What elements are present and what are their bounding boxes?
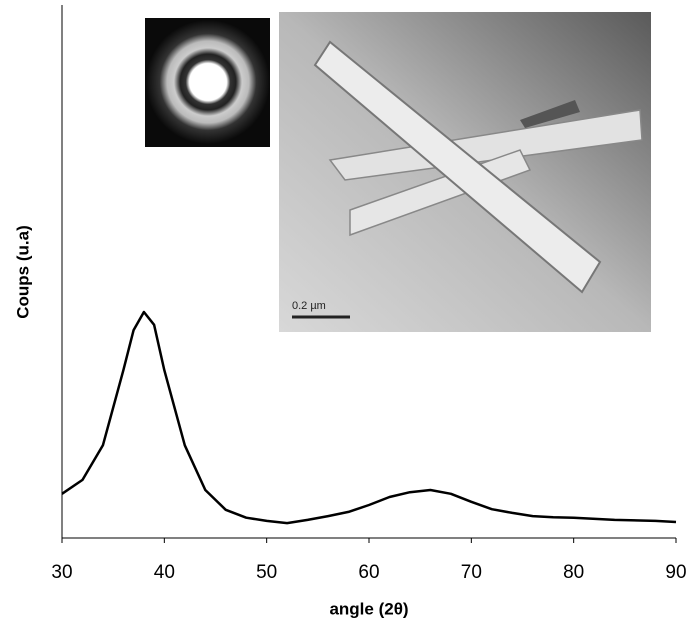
y-axis-label: Coups (u.a): [13, 225, 32, 319]
x-tick-label: 80: [563, 562, 584, 583]
x-tick-label: 90: [665, 562, 686, 583]
tem-inset: 0.2 µm: [279, 12, 651, 332]
x-tick-label: 40: [154, 562, 175, 583]
saed-inset: [145, 18, 270, 147]
x-axis-label: angle (2θ): [329, 599, 408, 618]
x-tick-label: 60: [358, 562, 379, 583]
data-line: [61, 310, 677, 525]
x-tick-label: 50: [256, 562, 277, 583]
x-tick-label: 70: [461, 562, 482, 583]
scale-label: 0.2 µm: [292, 300, 326, 312]
x-tick-label: 30: [51, 562, 72, 583]
